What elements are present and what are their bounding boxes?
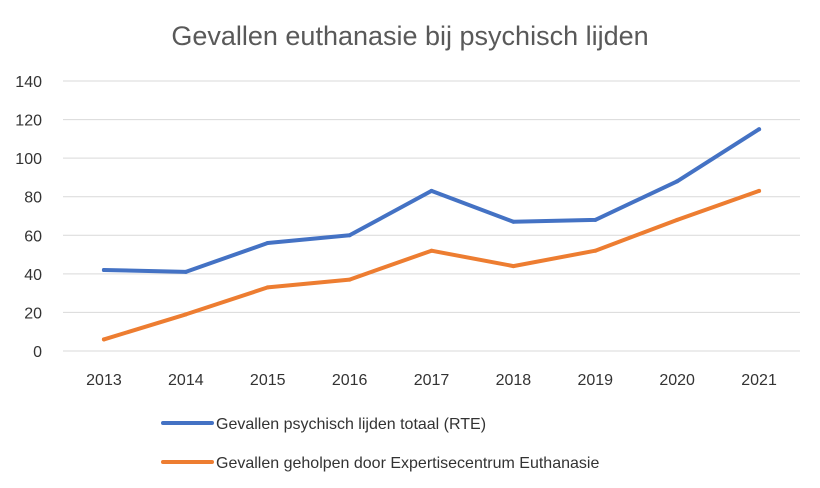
x-tick-label: 2015 bbox=[250, 372, 286, 389]
y-tick-label: 40 bbox=[24, 267, 42, 284]
y-tick-label: 0 bbox=[33, 344, 42, 361]
data-point bbox=[675, 179, 680, 184]
x-tick-label: 2014 bbox=[168, 372, 204, 389]
y-tick-label: 60 bbox=[24, 228, 42, 245]
y-tick-label: 140 bbox=[15, 74, 42, 91]
x-axis-ticks: 2013 2014 2015 2016 2017 2018 2019 2020 2021 bbox=[86, 372, 777, 389]
chart-title: Gevallen euthanasie bij psychisch lijden bbox=[171, 21, 648, 51]
data-point bbox=[593, 248, 598, 253]
data-point bbox=[757, 188, 762, 193]
data-point bbox=[511, 264, 516, 269]
x-tick-label: 2016 bbox=[332, 372, 368, 389]
x-tick-label: 2017 bbox=[414, 372, 450, 389]
data-point bbox=[347, 233, 352, 238]
x-tick-label: 2021 bbox=[741, 372, 777, 389]
data-point bbox=[101, 337, 106, 342]
data-point bbox=[675, 217, 680, 222]
legend-label-1: Gevallen psychisch lijden totaal (RTE) bbox=[216, 416, 486, 433]
data-point bbox=[265, 241, 270, 245]
x-tick-label: 2013 bbox=[86, 372, 122, 389]
data-point bbox=[429, 188, 434, 193]
x-tick-label: 2018 bbox=[496, 372, 532, 389]
data-point bbox=[183, 269, 188, 274]
y-tick-label: 120 bbox=[15, 113, 42, 130]
y-axis-ticks: 0 20 40 60 80 100 120 140 bbox=[15, 74, 42, 361]
data-point bbox=[265, 285, 270, 290]
data-point bbox=[593, 217, 598, 222]
data-point bbox=[183, 312, 188, 317]
series-lines bbox=[101, 127, 762, 342]
x-tick-label: 2020 bbox=[659, 372, 695, 389]
y-tick-label: 100 bbox=[15, 151, 42, 168]
data-point bbox=[101, 268, 106, 272]
data-point bbox=[757, 127, 762, 132]
data-point bbox=[511, 219, 516, 224]
x-tick-label: 2019 bbox=[577, 372, 613, 389]
data-point bbox=[429, 248, 434, 253]
legend: Gevallen psychisch lijden totaal (RTE) Ge… bbox=[161, 416, 599, 472]
y-tick-label: 80 bbox=[24, 190, 42, 207]
legend-label-2: Gevallen geholpen door Expertisecentrum … bbox=[216, 455, 599, 472]
data-point bbox=[347, 277, 352, 282]
y-tick-label: 20 bbox=[24, 305, 42, 322]
